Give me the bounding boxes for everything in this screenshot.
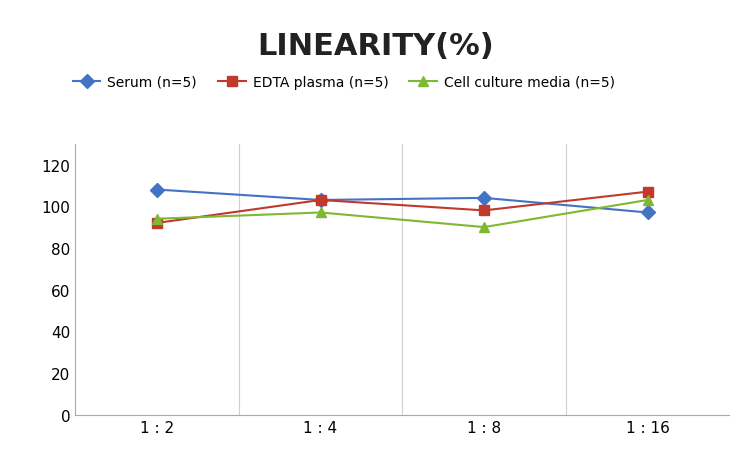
EDTA plasma (n=5)	[153, 221, 162, 226]
Line: Cell culture media (n=5): Cell culture media (n=5)	[152, 196, 653, 232]
EDTA plasma (n=5)	[643, 189, 652, 195]
Serum (n=5)	[480, 196, 489, 201]
EDTA plasma (n=5)	[480, 208, 489, 214]
Cell culture media (n=5)	[153, 216, 162, 222]
Line: Serum (n=5): Serum (n=5)	[152, 185, 653, 218]
Legend: Serum (n=5), EDTA plasma (n=5), Cell culture media (n=5): Serum (n=5), EDTA plasma (n=5), Cell cul…	[67, 70, 620, 95]
Serum (n=5)	[316, 198, 325, 203]
Serum (n=5)	[643, 210, 652, 216]
Line: EDTA plasma (n=5): EDTA plasma (n=5)	[152, 187, 653, 228]
EDTA plasma (n=5)	[316, 198, 325, 203]
Cell culture media (n=5)	[480, 225, 489, 230]
Serum (n=5)	[153, 188, 162, 193]
Text: LINEARITY(%): LINEARITY(%)	[258, 32, 494, 60]
Cell culture media (n=5)	[643, 198, 652, 203]
Cell culture media (n=5)	[316, 210, 325, 216]
